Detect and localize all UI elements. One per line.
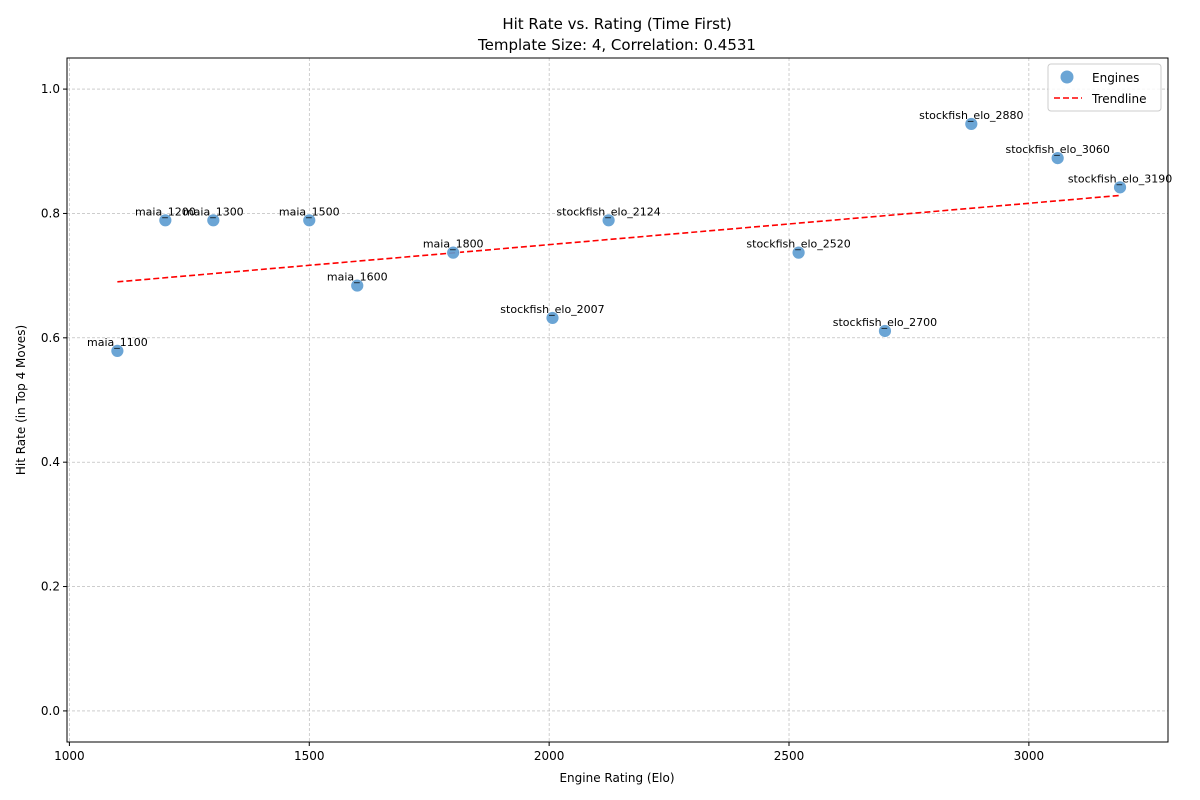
chart-subtitle: Template Size: 4, Correlation: 0.4531 (477, 36, 756, 54)
y-tick-label: 0.6 (41, 331, 60, 345)
plot-frame (66, 57, 1169, 743)
data-point (110, 343, 125, 358)
x-tick-label: 1500 (294, 749, 325, 763)
data-point (601, 213, 616, 228)
grid-lines (67, 58, 1168, 742)
trendline (117, 194, 1121, 283)
data-point (1113, 180, 1127, 195)
x-tick-label: 2000 (534, 749, 565, 763)
trendline-path (117, 194, 1121, 283)
data-point (350, 278, 365, 293)
x-tick-label: 1000 (54, 749, 85, 763)
data-point (545, 311, 560, 325)
y-tick-label: 0.0 (41, 704, 60, 718)
data-point-label: stockfish_elo_2007 (500, 303, 604, 316)
data-point-label: stockfish_elo_3190 (1068, 172, 1172, 185)
y-axis-label: Hit Rate (in Top 4 Moves) (14, 325, 28, 475)
y-tick-label: 0.8 (41, 206, 60, 220)
data-point (964, 117, 979, 131)
data-point-label: maia_1800 (423, 238, 484, 251)
data-point-label: maia_1600 (327, 271, 388, 284)
legend: Engines Trendline (1047, 63, 1162, 112)
data-point-label: stockfish_elo_3060 (1005, 143, 1109, 156)
data-point (206, 213, 221, 228)
legend-box (1047, 63, 1162, 112)
legend-label-trendline: Trendline (1091, 92, 1147, 106)
legend-marker-engines (1060, 70, 1074, 84)
data-point (1050, 151, 1065, 166)
data-points (110, 117, 1127, 358)
data-point (158, 213, 173, 228)
data-point (791, 245, 806, 260)
data-point-label: maia_1200 (135, 205, 196, 218)
data-point-label: maia_1300 (183, 205, 244, 218)
data-point-label: stockfish_elo_2520 (746, 238, 850, 251)
data-point (446, 245, 461, 260)
data-point-label: stockfish_elo_2124 (556, 205, 660, 218)
data-point (878, 324, 892, 338)
data-point-label: stockfish_elo_2700 (833, 316, 937, 329)
legend-label-engines: Engines (1092, 71, 1139, 85)
x-tick-label: 3000 (1014, 749, 1045, 763)
x-tick-label: 2500 (774, 749, 805, 763)
data-point-label: stockfish_elo_2880 (919, 109, 1023, 122)
x-axis-label: Engine Rating (Elo) (559, 771, 674, 785)
y-tick-label: 1.0 (41, 82, 60, 96)
data-point-label: maia_1100 (87, 336, 148, 349)
y-tick-label: 0.4 (41, 455, 60, 469)
data-point-label: maia_1500 (279, 205, 340, 218)
axis-ticks: 1000 1500 2000 2500 3000 0.0 0.2 0.4 0.6 0.8 1.0 (41, 82, 1044, 763)
data-point (302, 213, 317, 228)
y-tick-label: 0.2 (41, 580, 60, 594)
chart-title: Hit Rate vs. Rating (Time First) (502, 15, 731, 33)
